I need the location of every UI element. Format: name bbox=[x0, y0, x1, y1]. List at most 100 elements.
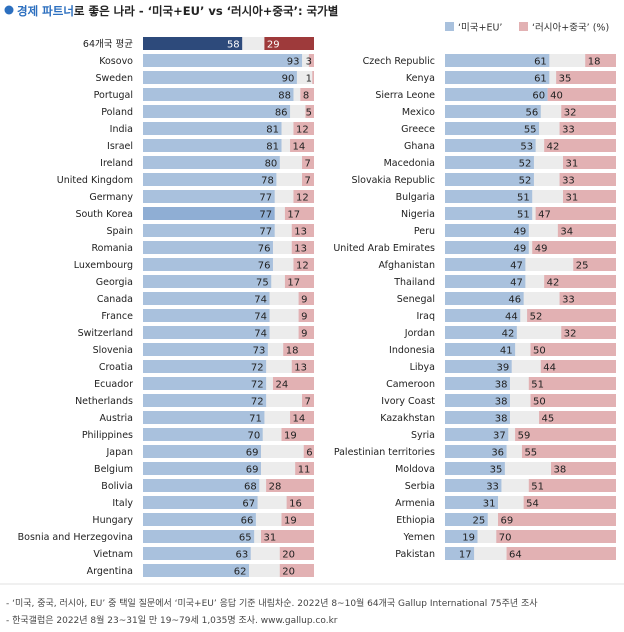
country-label: Armenia bbox=[395, 498, 435, 509]
bar-usa-eu bbox=[445, 258, 526, 271]
value-label-russia-china: 19 bbox=[284, 430, 297, 441]
value-label-usa-eu: 90 bbox=[282, 73, 295, 84]
value-label-russia-china: 24 bbox=[275, 379, 288, 390]
value-label-russia-china: 18 bbox=[286, 345, 299, 356]
country-label: Jordan bbox=[404, 328, 435, 339]
bar-usa-eu bbox=[445, 530, 478, 543]
value-label-russia-china: 45 bbox=[542, 413, 555, 424]
row-bolivia: Bolivia 68 28 bbox=[101, 479, 314, 492]
bar-russia-china bbox=[284, 275, 314, 288]
value-label-usa-eu: 74 bbox=[254, 294, 267, 305]
bar-usa-eu bbox=[445, 88, 548, 101]
bar-russia-china bbox=[308, 54, 314, 67]
value-label-usa-eu: 37 bbox=[493, 430, 506, 441]
bar-usa-eu bbox=[143, 71, 297, 84]
bar-russia-china bbox=[551, 462, 616, 475]
bar-usa-eu bbox=[143, 258, 273, 271]
value-label-russia-china: 14 bbox=[293, 413, 306, 424]
bar-usa-eu bbox=[445, 105, 541, 118]
footnote-2: - 한국갤럽은 2022년 8월 23~31일 만 19~79세 1,035명 … bbox=[6, 614, 338, 626]
country-label: Portugal bbox=[94, 90, 133, 101]
value-label-usa-eu: 46 bbox=[508, 294, 521, 305]
bar-russia-china bbox=[302, 173, 314, 186]
bar-usa-eu bbox=[143, 360, 267, 373]
value-label-russia-china: 9 bbox=[301, 311, 307, 322]
bar-usa-eu bbox=[445, 275, 526, 288]
country-label: Sierra Leone bbox=[375, 90, 435, 101]
row-switzerland: Switzerland 74 9 bbox=[78, 326, 314, 339]
bar-russia-china bbox=[279, 564, 314, 577]
row-yemen: Yemen 19 70 bbox=[402, 530, 616, 543]
row-moldova: Moldova 35 38 bbox=[395, 462, 616, 475]
value-label-usa-eu: 31 bbox=[483, 498, 496, 509]
row-poland: Poland 86 5 bbox=[101, 105, 314, 118]
bar-russia-china bbox=[523, 496, 616, 509]
value-label-usa-eu: 60 bbox=[532, 90, 545, 101]
row-vietnam: Vietnam 63 20 bbox=[93, 547, 314, 560]
country-label: Germany bbox=[89, 192, 133, 203]
country-label: United Kingdom bbox=[57, 175, 133, 186]
country-label: Ivory Coast bbox=[381, 396, 435, 407]
bar-russia-china bbox=[530, 343, 616, 356]
bar-usa-eu bbox=[143, 54, 303, 67]
value-label-russia-china: 19 bbox=[284, 515, 297, 526]
bar-usa-eu bbox=[143, 513, 256, 526]
value-label-usa-eu: 51 bbox=[517, 192, 530, 203]
bar-russia-china bbox=[532, 241, 616, 254]
row-austria: Austria 71 14 bbox=[99, 411, 314, 424]
value-label-usa-eu: 38 bbox=[495, 413, 508, 424]
value-label-russia-china: 54 bbox=[526, 498, 539, 509]
row-pakistan: Pakistan 17 64 bbox=[395, 547, 616, 560]
row-kazakhstan: Kazakhstan 38 45 bbox=[380, 411, 616, 424]
country-label: Poland bbox=[101, 107, 133, 118]
row-bulgaria: Bulgaria 51 31 bbox=[396, 190, 616, 203]
country-label: Argentina bbox=[87, 566, 133, 577]
value-label-usa-eu: 74 bbox=[254, 328, 267, 339]
value-label-usa-eu: 58 bbox=[227, 39, 240, 50]
country-label: Bosnia and Herzegovina bbox=[18, 532, 133, 543]
bar-usa-eu bbox=[445, 360, 512, 373]
country-label: Sweden bbox=[95, 73, 133, 84]
bar-russia-china bbox=[260, 530, 314, 543]
value-label-usa-eu: 69 bbox=[246, 447, 259, 458]
value-label-russia-china: 64 bbox=[509, 549, 522, 560]
country-label: Luxembourg bbox=[74, 260, 133, 271]
value-label-russia-china: 33 bbox=[562, 294, 575, 305]
country-label: Slovenia bbox=[93, 345, 133, 356]
value-label-russia-china: 44 bbox=[543, 362, 556, 373]
bar-russia-china bbox=[498, 513, 616, 526]
country-label: Slovakia Republic bbox=[351, 175, 435, 186]
bar-usa-eu bbox=[445, 496, 499, 509]
country-label: South Korea bbox=[75, 209, 133, 220]
bar-usa-eu bbox=[445, 224, 529, 237]
value-label-usa-eu: 65 bbox=[239, 532, 252, 543]
bar-usa-eu bbox=[445, 71, 550, 84]
row-kosovo: Kosovo 93 3 bbox=[99, 54, 314, 67]
row-ecuador: Ecuador 72 24 bbox=[94, 377, 314, 390]
value-label-russia-china: 17 bbox=[287, 209, 300, 220]
value-label-usa-eu: 47 bbox=[510, 260, 523, 271]
country-label: France bbox=[101, 311, 133, 322]
country-label: Bolivia bbox=[101, 481, 133, 492]
bar-russia-china bbox=[303, 445, 314, 458]
value-label-usa-eu: 72 bbox=[251, 396, 264, 407]
legend-label-russia-china: ‘러시아+중국’ (%) bbox=[532, 23, 609, 34]
value-label-russia-china: 7 bbox=[305, 396, 311, 407]
country-label: Macedonia bbox=[384, 158, 435, 169]
bar-usa-eu bbox=[445, 173, 534, 186]
row-ghana: Ghana 53 42 bbox=[404, 139, 616, 152]
row-sierra-leone: Sierra Leone 60 40 bbox=[375, 88, 616, 101]
value-label-usa-eu: 41 bbox=[500, 345, 513, 356]
value-label-russia-china: 47 bbox=[538, 209, 551, 220]
value-label-usa-eu: 74 bbox=[254, 311, 267, 322]
value-label-usa-eu: 76 bbox=[258, 243, 271, 254]
bar-russia-china bbox=[290, 139, 314, 152]
row-greece: Greece 55 33 bbox=[401, 122, 616, 135]
value-label-usa-eu: 70 bbox=[247, 430, 260, 441]
bar-russia-china bbox=[506, 547, 616, 560]
bar-usa-eu bbox=[445, 309, 521, 322]
bar-usa-eu bbox=[445, 292, 524, 305]
row-philippines: Philippines 70 19 bbox=[82, 428, 314, 441]
value-label-usa-eu: 78 bbox=[261, 175, 274, 186]
value-label-usa-eu: 39 bbox=[496, 362, 509, 373]
